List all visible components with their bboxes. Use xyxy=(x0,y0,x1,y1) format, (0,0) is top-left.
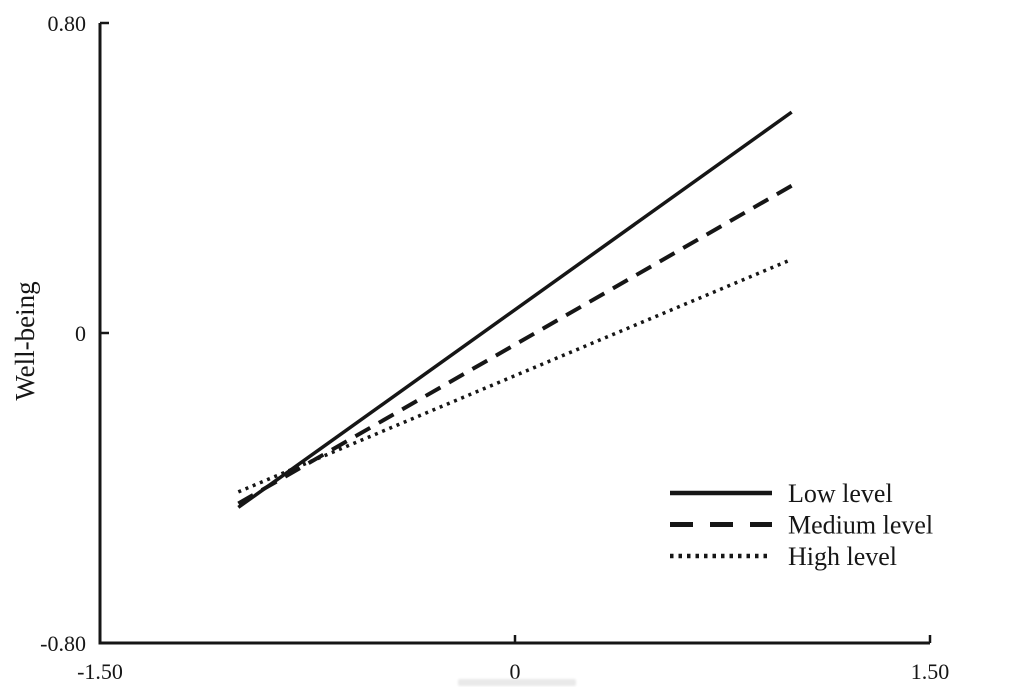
y-axis-title: Well-being xyxy=(10,281,40,400)
legend-label-medium-level: Medium level xyxy=(788,511,933,540)
series-line-medium-level xyxy=(237,184,793,506)
axes: 0.80 0 -0.80 -1.50 0 1.50 xyxy=(40,11,949,684)
legend-item-low-level: Low level xyxy=(670,479,893,508)
y-tick-label: 0.80 xyxy=(48,11,87,36)
legend-item-high-level: High level xyxy=(670,542,897,571)
series-lines xyxy=(237,110,793,509)
x-tick-label: -1.50 xyxy=(77,659,123,684)
legend-label-high-level: High level xyxy=(788,542,897,571)
series-line-low-level xyxy=(237,110,793,509)
legend-label-low-level: Low level xyxy=(788,479,893,508)
series-line-high-level xyxy=(237,257,793,494)
x-tick-label: 0 xyxy=(510,659,521,684)
cropped-x-axis-label-artifact xyxy=(458,679,576,686)
x-tick-label: 1.50 xyxy=(911,659,950,684)
y-tick-label: -0.80 xyxy=(40,631,86,656)
y-tick-label: 0 xyxy=(75,321,86,346)
legend-item-medium-level: Medium level xyxy=(670,511,933,540)
